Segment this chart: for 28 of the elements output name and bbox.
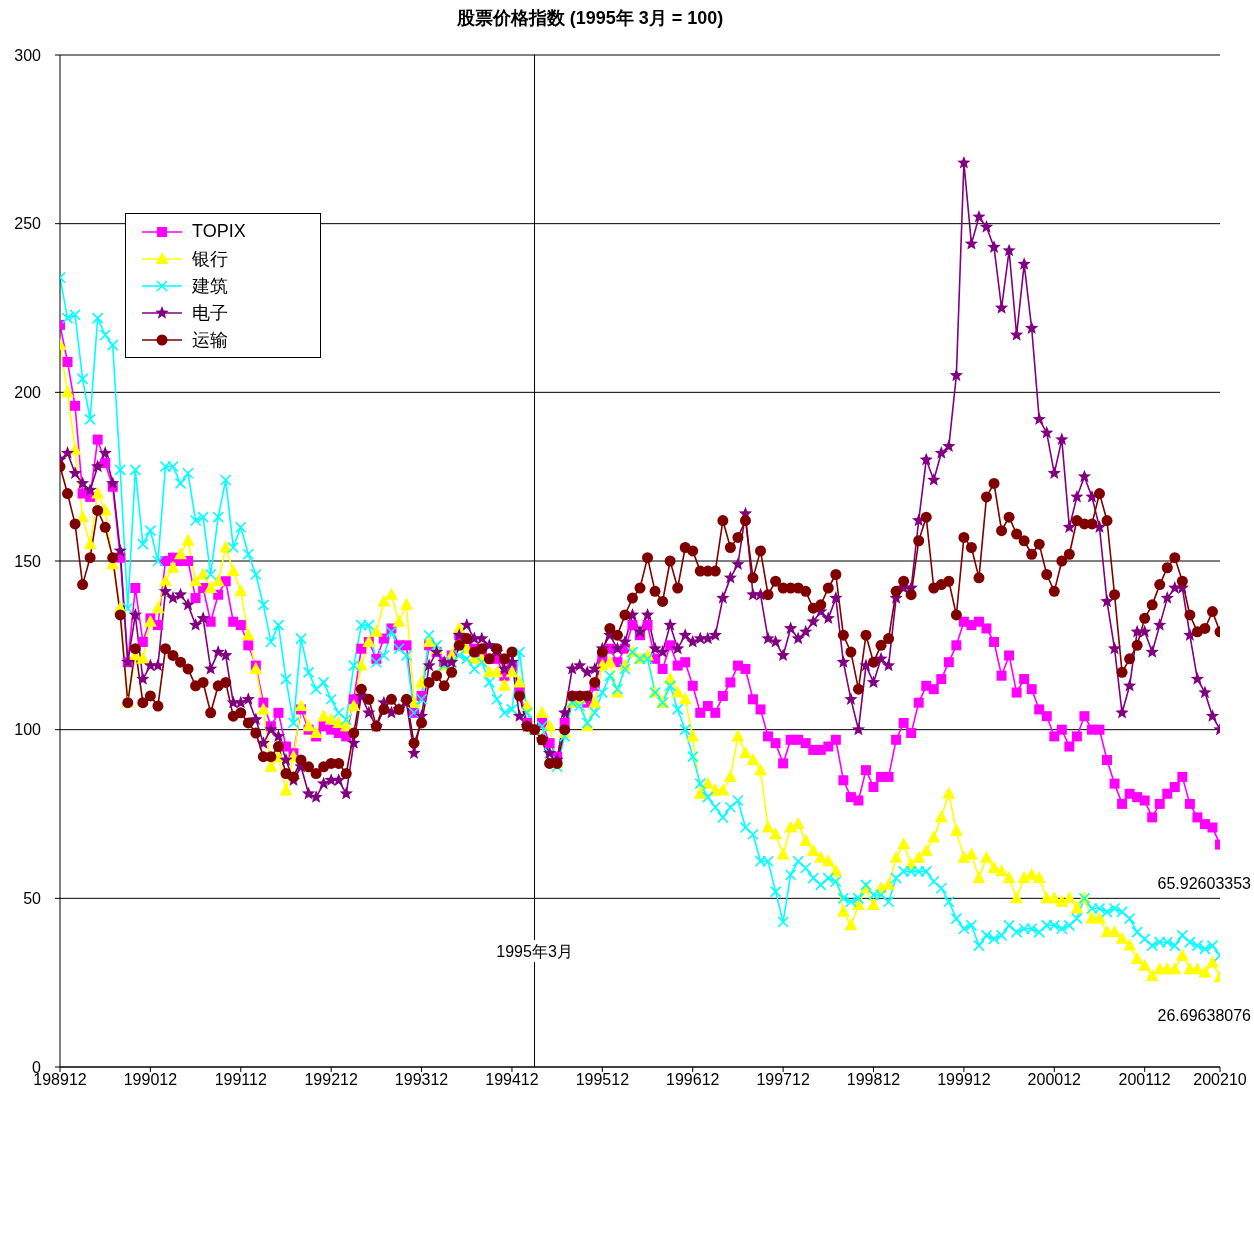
x-tick-label: 199712 <box>756 1071 810 1089</box>
x-tick-label: 199512 <box>575 1071 630 1089</box>
x-tick-label: 200012 <box>1027 1071 1082 1089</box>
y-tick-label: 250 <box>14 215 42 233</box>
x-tick-label: 199912 <box>937 1071 991 1089</box>
x-tick-label: 199612 <box>666 1071 720 1089</box>
x-tick-label: 199012 <box>123 1071 178 1089</box>
legend-label: 银行 <box>192 247 228 271</box>
legend-label: 建筑 <box>192 274 228 298</box>
x-tick-label: 199212 <box>304 1071 358 1089</box>
y-tick-label: 200 <box>14 384 42 402</box>
x-tick-label: 199412 <box>485 1071 539 1089</box>
x-tick-label: 199812 <box>846 1071 901 1089</box>
legend-label: TOPIX <box>192 221 246 242</box>
chart-title: 股票价格指数 (1995年 3月 = 100) <box>455 7 725 30</box>
x-tick-label: 199112 <box>214 1071 267 1089</box>
x-tick-label: 200112 <box>1118 1071 1171 1089</box>
y-tick-label: 300 <box>14 46 42 64</box>
annotation: 26.69638076 <box>1157 1006 1252 1024</box>
y-tick-label: 50 <box>23 890 42 908</box>
x-tick-label: 199312 <box>394 1071 449 1089</box>
y-tick-label: 100 <box>14 721 42 739</box>
ref-line-label: 1995年3月 <box>496 943 573 960</box>
annotation: 65.92603353 <box>1157 874 1252 892</box>
legend-label: 电子 <box>192 301 228 325</box>
legend-label: 运输 <box>192 328 228 352</box>
x-tick-label: 200210 <box>1193 1071 1247 1089</box>
y-tick-label: 150 <box>14 552 42 570</box>
